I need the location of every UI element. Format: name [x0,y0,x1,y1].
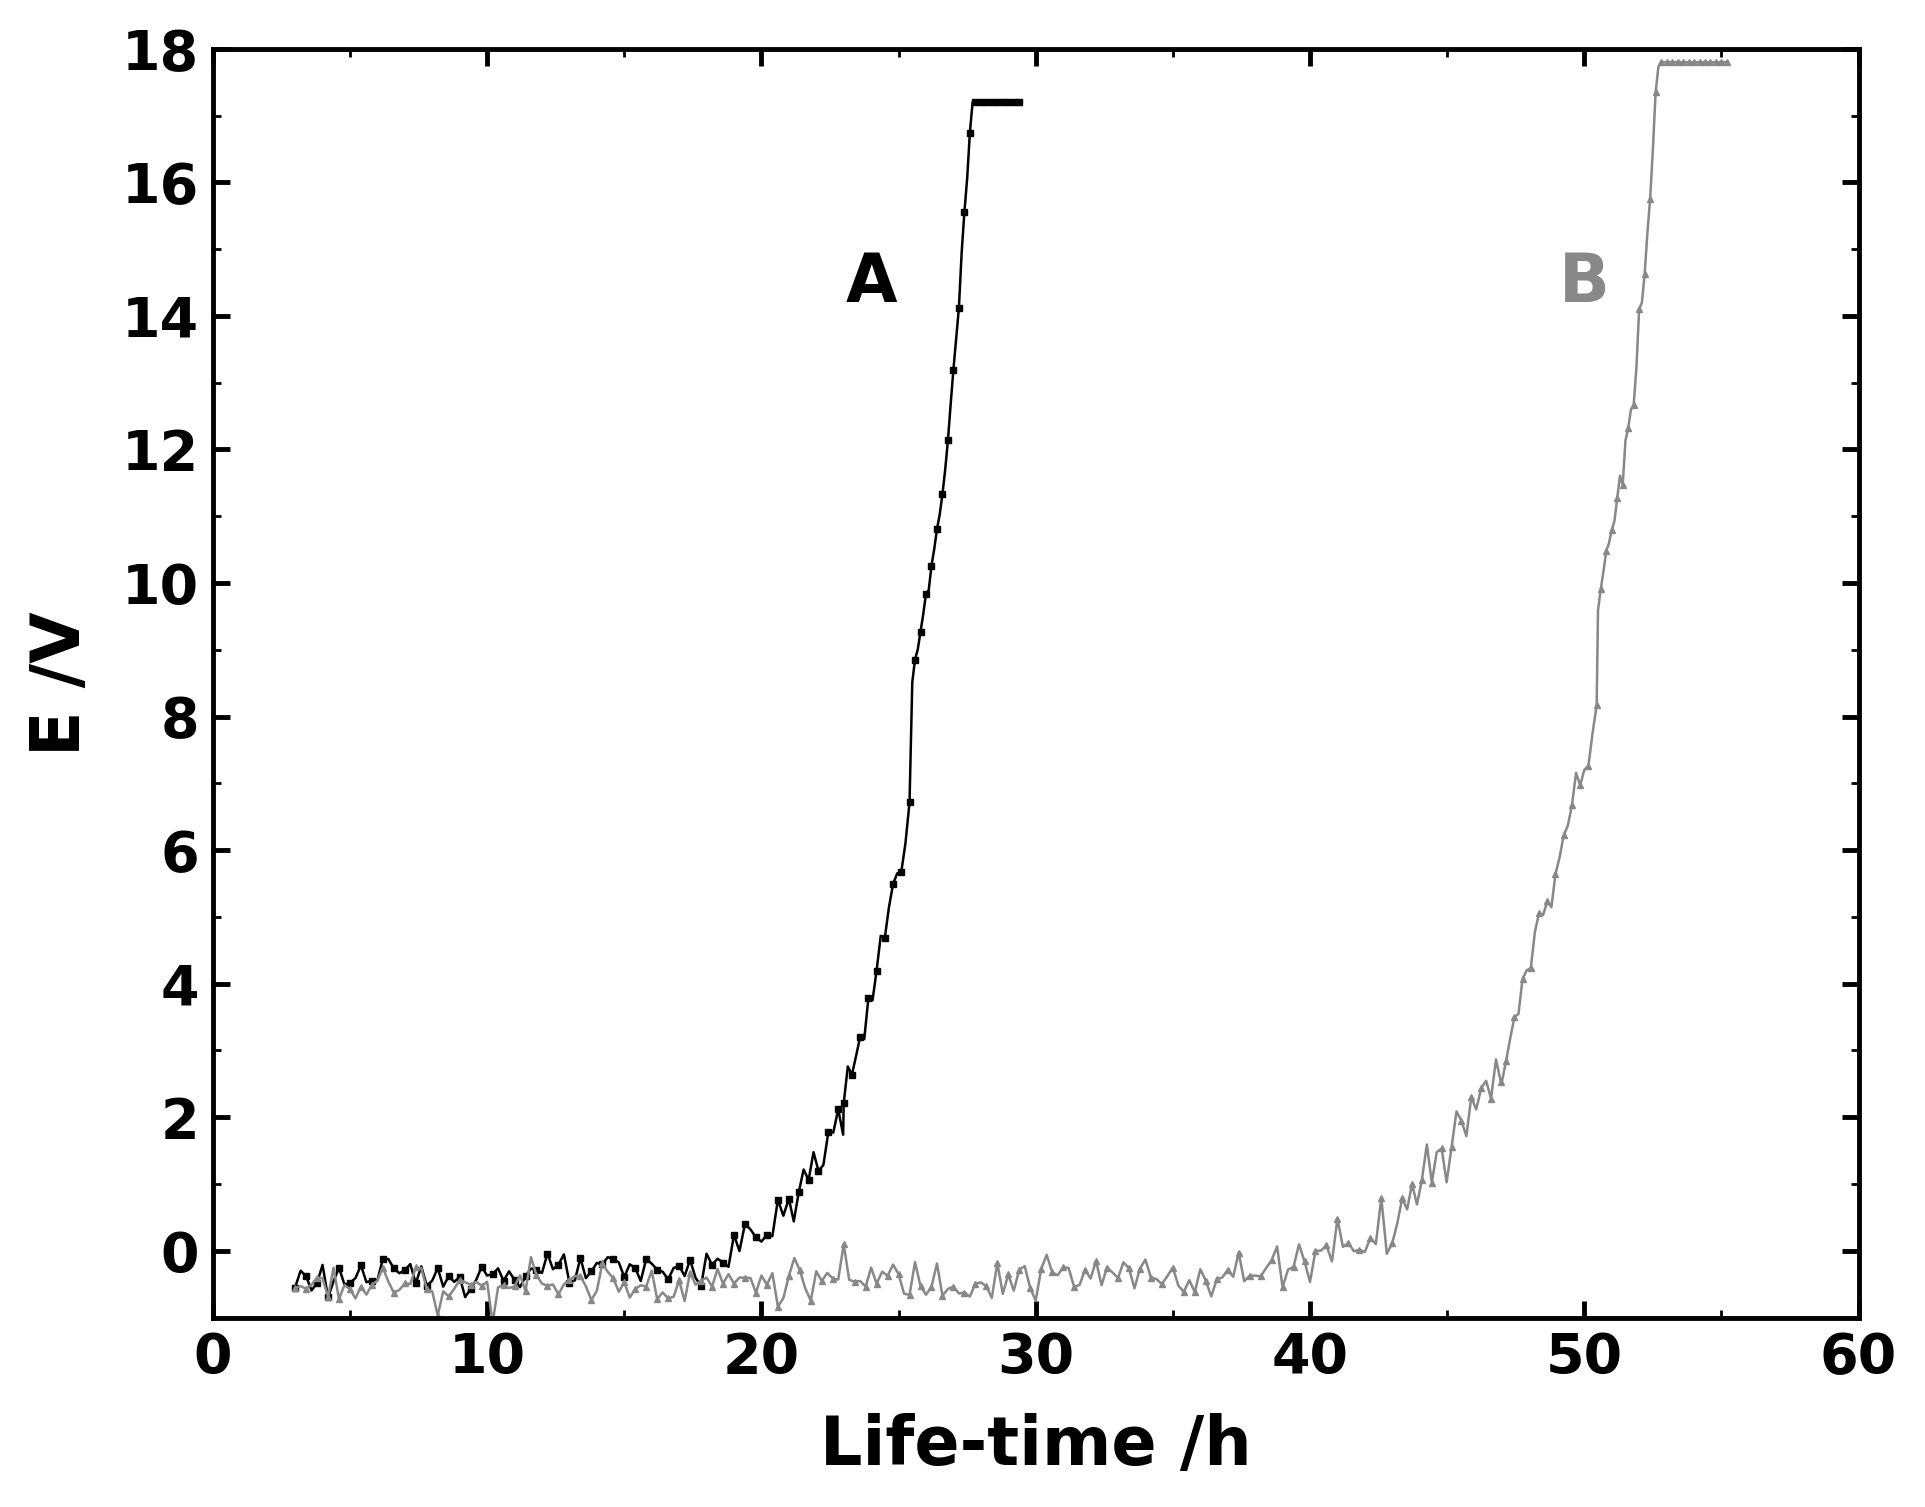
Text: A: A [845,250,897,315]
X-axis label: Life-time /h: Life-time /h [820,1414,1251,1480]
Y-axis label: E /V: E /V [27,610,94,755]
Text: B: B [1559,250,1609,315]
